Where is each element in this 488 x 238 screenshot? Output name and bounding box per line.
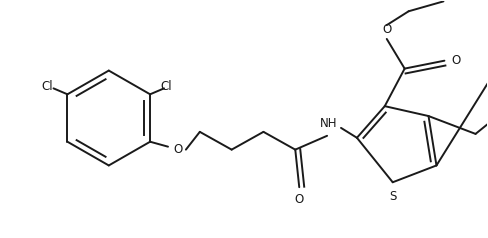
Text: Cl: Cl	[160, 80, 172, 93]
Text: NH: NH	[320, 117, 338, 130]
Text: O: O	[452, 54, 461, 67]
Text: O: O	[173, 143, 183, 156]
Text: O: O	[295, 193, 304, 206]
Text: Cl: Cl	[42, 80, 53, 93]
Text: S: S	[389, 190, 396, 203]
Text: O: O	[382, 23, 391, 35]
